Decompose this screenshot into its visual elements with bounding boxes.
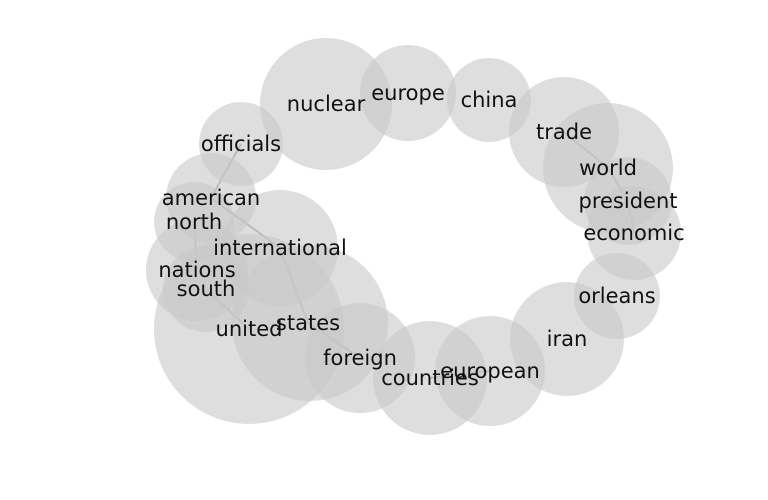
word-label-foreign: foreign xyxy=(323,346,397,370)
word-label-orleans: orleans xyxy=(578,284,655,308)
bubble-china xyxy=(447,58,531,142)
word-label-international: international xyxy=(213,236,347,260)
word-label-american: american xyxy=(162,186,260,210)
word-label-china: china xyxy=(461,88,518,112)
word-label-nations: nations xyxy=(158,258,235,282)
bubble-international xyxy=(222,190,338,306)
bubble-europe xyxy=(360,45,456,141)
word-label-world: world xyxy=(579,156,637,180)
word-label-europe: europe xyxy=(371,81,445,105)
word-label-south: south xyxy=(177,277,236,301)
word-label-states: states xyxy=(276,311,340,335)
bubble-nuclear xyxy=(260,38,392,170)
word-label-iran: iran xyxy=(547,327,588,351)
word-label-president: president xyxy=(579,189,678,213)
word-label-trade: trade xyxy=(536,120,592,144)
word-label-economic: economic xyxy=(583,221,684,245)
bubble-officials xyxy=(199,102,283,186)
word-label-united: united xyxy=(216,317,283,341)
bubble-layer xyxy=(146,38,681,435)
label-layer: nuclear europe china trade world president eco… xyxy=(158,81,684,390)
word-label-north: north xyxy=(166,210,222,234)
word-label-european: european xyxy=(440,359,540,383)
word-label-countries: countries xyxy=(381,366,479,390)
word-label-officials: officials xyxy=(201,132,281,156)
word-label-nuclear: nuclear xyxy=(287,92,366,116)
